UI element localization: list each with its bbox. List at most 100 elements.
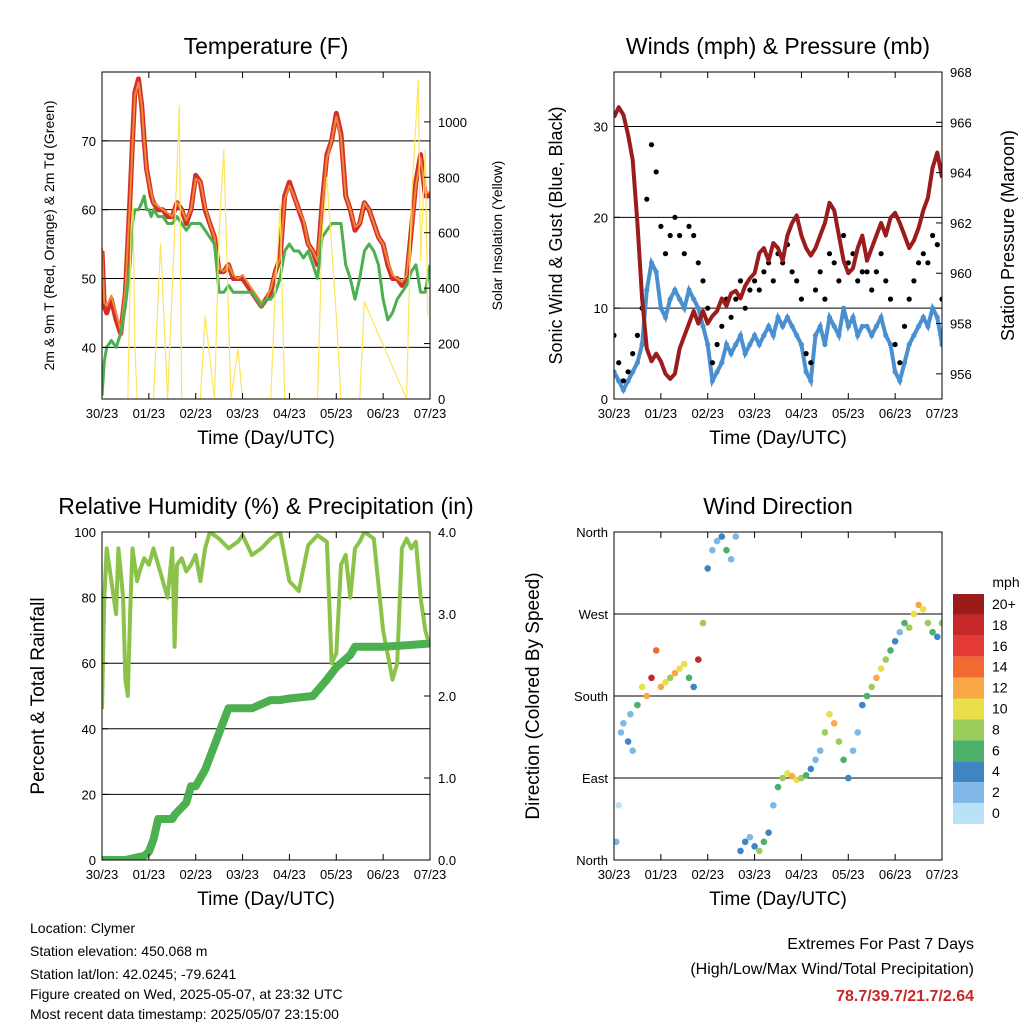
data-point (719, 323, 725, 329)
extremes-subtitle: (High/Low/Max Wind/Total Precipitation) (690, 961, 974, 978)
data-point (896, 628, 904, 636)
x-tick-label: 06/23 (879, 867, 912, 882)
y2-tick-label: 600 (438, 226, 460, 241)
data-point (756, 847, 763, 855)
data-point (883, 278, 889, 284)
y2-tick-label: 0 (438, 392, 445, 407)
x-axis-label: Time (Day/UTC) (709, 889, 847, 910)
x-tick-label: 01/23 (645, 406, 678, 421)
data-point (789, 269, 795, 275)
data-point (691, 232, 697, 239)
footer-elevation: Station elevation: 450.068 m (30, 943, 208, 959)
x-tick-label: 01/23 (645, 867, 678, 882)
data-point (802, 772, 810, 779)
data-point (644, 287, 650, 293)
data-point (614, 332, 617, 338)
x-tick-label: 02/23 (691, 406, 724, 421)
data-point (616, 360, 622, 366)
chart-title: Winds (mph) & Pressure (mb) (626, 33, 930, 59)
data-point (671, 669, 679, 677)
data-point (672, 214, 678, 220)
data-point (906, 296, 912, 302)
data-point (733, 296, 739, 302)
x-tick-label: 30/23 (598, 867, 631, 882)
data-point (667, 232, 673, 239)
data-point (690, 683, 697, 691)
data-point (686, 223, 692, 229)
y-tick-label: South (574, 689, 608, 704)
data-point (662, 251, 669, 257)
data-point (831, 260, 837, 266)
data-point (723, 546, 730, 554)
data-point (934, 314, 940, 320)
data-point (677, 232, 683, 239)
y2-tick-label: 3.0 (438, 607, 456, 622)
data-point (751, 843, 758, 850)
data-point (774, 783, 782, 791)
y2-axis-label: Station Pressure (Maroon) (998, 130, 1018, 341)
colorbar-swatch (953, 614, 984, 636)
colorbar-swatch (953, 803, 984, 824)
colorbar-label: 10 (992, 701, 1008, 717)
data-point (897, 360, 903, 366)
y2-tick-label: 1.0 (438, 771, 456, 786)
data-point (836, 278, 842, 284)
data-point (617, 729, 625, 736)
x-tick-label: 30/23 (598, 406, 631, 421)
data-point (887, 296, 894, 302)
data-point (770, 278, 776, 284)
data-point (620, 387, 627, 393)
data-point (859, 323, 865, 329)
colorbar-label: 14 (992, 659, 1008, 675)
x-tick-label: 05/23 (320, 406, 353, 421)
data-point (873, 674, 880, 682)
x-tick-label: 06/23 (879, 406, 912, 421)
series-line-solar-insolation (127, 79, 429, 399)
data-point (713, 537, 721, 545)
data-point (714, 369, 720, 375)
data-point (841, 232, 847, 239)
data-point (821, 729, 829, 736)
data-point (920, 251, 926, 257)
colorbar-swatch (953, 698, 984, 720)
data-point (854, 729, 861, 736)
colorbar-label: 18 (992, 617, 1008, 633)
data-point (873, 323, 880, 329)
data-point (752, 278, 758, 284)
data-point (830, 720, 838, 727)
y2-tick-label: 400 (438, 281, 460, 296)
data-point (732, 533, 740, 540)
data-point (719, 360, 725, 366)
data-point (817, 269, 823, 275)
y2-tick-label: 968 (950, 65, 972, 80)
y-tick-label: North (576, 525, 608, 540)
speed-colorbar: mph 20+ 18 16 14 12 10 8 6 4 2 0 (953, 574, 1020, 824)
colorbar-title: mph (992, 574, 1019, 590)
data-point (849, 747, 857, 754)
data-point (901, 323, 908, 329)
data-point (905, 624, 913, 631)
y2-axis-label: Solar Insolation (Yellow) (489, 161, 505, 311)
y-axis-label: 2m & 9m T (Red, Orange) & 2m Td (Green) (41, 101, 57, 371)
data-point (775, 314, 781, 320)
data-point (883, 332, 889, 338)
data-point (826, 710, 833, 718)
data-point (850, 314, 856, 320)
data-point (629, 747, 636, 754)
series-group (102, 532, 430, 860)
y-tick-label: 20 (82, 787, 96, 802)
data-point (728, 314, 734, 320)
data-point (746, 833, 754, 841)
x-tick-label: 04/23 (273, 406, 306, 421)
chart-title: Relative Humidity (%) & Precipitation (i… (58, 493, 473, 519)
y-tick-label: 40 (82, 722, 96, 737)
y2-tick-label: 966 (950, 115, 972, 130)
panel-2: Winds (mph) & Pressure (mb) 30/23 01/23 02/… (546, 33, 1018, 449)
data-point (841, 305, 847, 311)
x-tick-label: 03/23 (738, 867, 771, 882)
colorbar-swatch (953, 656, 984, 678)
data-point (747, 287, 753, 293)
y-tick-label: 10 (594, 301, 608, 316)
